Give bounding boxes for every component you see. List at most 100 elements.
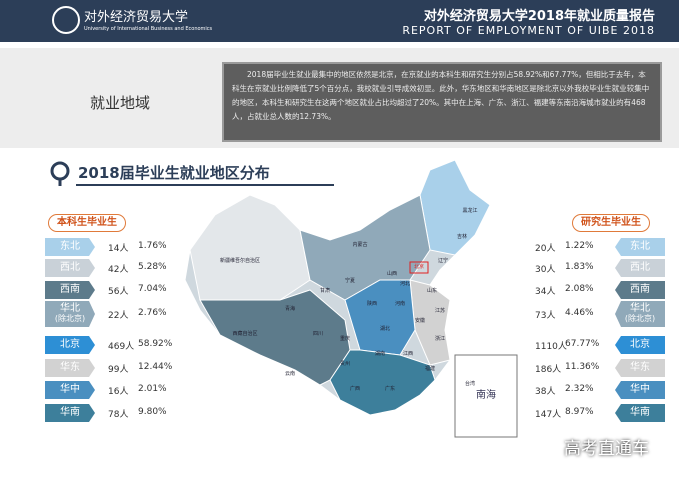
region-pill: 华中 xyxy=(615,381,665,399)
inset-label: 南海 xyxy=(476,388,496,401)
region-pill: 东北 xyxy=(615,238,665,256)
percent: 2.08% xyxy=(565,284,594,294)
region-pill: 华北 (除北京) xyxy=(45,301,95,327)
region-pill: 华南 xyxy=(615,404,665,422)
map-label: 辽宁 xyxy=(438,257,448,264)
report-title: 对外经济贸易大学2018年就业质量报告 xyxy=(423,9,655,24)
percent: 2.01% xyxy=(138,384,167,394)
map-label: 宁夏 xyxy=(345,277,355,284)
region-name: 华南 xyxy=(60,407,80,418)
region-pill: 北京 xyxy=(45,336,95,354)
region-name: 北京 xyxy=(630,339,650,350)
region-name: 西北 xyxy=(60,262,80,273)
region-northwest xyxy=(189,194,311,301)
region-name: 西南 xyxy=(630,284,650,295)
region-pill: 东北 xyxy=(45,238,95,256)
region-name: 华北 xyxy=(630,303,650,314)
percent: 9.80% xyxy=(138,407,167,417)
map-label: 河南 xyxy=(395,300,405,307)
region-pill: 华东 xyxy=(615,359,665,377)
region-name: 东北 xyxy=(630,241,650,252)
percent: 2.32% xyxy=(565,384,594,394)
map-label: 内蒙古 xyxy=(352,241,367,248)
region-pill: 西北 xyxy=(45,259,95,277)
chart-heading: 2018届毕业生就业地区分布 xyxy=(78,164,270,182)
region-name: 北京 xyxy=(60,339,80,350)
map-label: 浙江 xyxy=(435,335,445,342)
map-label: 广东 xyxy=(385,385,395,392)
map-label: 新疆维吾尔自治区 xyxy=(220,257,260,264)
percent: 1.76% xyxy=(138,241,167,251)
percent: 11.36% xyxy=(565,362,600,372)
region-northeast xyxy=(419,159,491,256)
intro-text: 2018届毕业生就业最集中的地区依然是北京，在京就业的本科生和研究生分别占58.… xyxy=(222,62,662,142)
region-name: 东北 xyxy=(60,241,80,252)
undergrad-label: 本科生毕业生 xyxy=(48,214,126,232)
count: 42人 xyxy=(108,265,129,275)
map-label: 北京 xyxy=(414,263,424,270)
map-label: 陕西 xyxy=(367,300,377,307)
region-name: 华南 xyxy=(630,407,650,418)
map-label: 福建 xyxy=(425,365,435,372)
map-label: 西藏自治区 xyxy=(232,330,257,337)
map-label: 重庆 xyxy=(340,335,350,342)
magnifier-icon xyxy=(50,161,70,186)
map-label: 贵州 xyxy=(340,360,350,367)
count: 16人 xyxy=(108,387,129,397)
percent: 67.77% xyxy=(565,339,600,349)
report-subtitle: REPORT OF EMPLOYMENT OF UIBE 2018 xyxy=(402,24,655,37)
percent: 58.92% xyxy=(138,339,173,349)
inset-frame xyxy=(454,354,518,438)
region-name: 华北 xyxy=(60,303,80,314)
region-pill: 西南 xyxy=(45,281,95,299)
map-label: 四川 xyxy=(313,331,323,337)
region-name: 华东 xyxy=(630,362,650,373)
map-label: 甘肃 xyxy=(320,287,330,294)
region-pill: 华北 (除北京) xyxy=(615,301,665,327)
region-name: 华中 xyxy=(60,384,80,395)
region-name: 西南 xyxy=(60,284,80,295)
count: 38人 xyxy=(535,387,556,397)
count: 99人 xyxy=(108,365,129,375)
count: 34人 xyxy=(535,287,556,297)
percent: 12.44% xyxy=(138,362,173,372)
region-pill: 华东 xyxy=(45,359,95,377)
map-label: 安徽 xyxy=(415,317,425,324)
region-name: 华中 xyxy=(630,384,650,395)
region-pill: 西北 xyxy=(615,259,665,277)
map-label: 湖北 xyxy=(380,325,390,332)
count: 20人 xyxy=(535,244,556,254)
count: 78人 xyxy=(108,410,129,420)
count: 22人 xyxy=(108,311,129,321)
map-label: 云南 xyxy=(285,370,295,377)
count: 1110人 xyxy=(535,342,567,352)
logo-en: University of International Business and… xyxy=(84,26,213,32)
percent: 5.28% xyxy=(138,262,167,272)
logo-emblem xyxy=(52,6,80,34)
region-pill: 北京 xyxy=(615,336,665,354)
map-label: 湖南 xyxy=(375,350,385,357)
percent: 8.97% xyxy=(565,407,594,417)
map-label: 吉林 xyxy=(457,233,467,240)
map-label: 台湾 xyxy=(465,380,475,387)
percent: 2.76% xyxy=(138,308,167,318)
map-label: 青海 xyxy=(285,305,295,312)
region-east xyxy=(409,279,451,366)
heading-rule xyxy=(76,184,334,186)
region-north xyxy=(299,194,431,301)
map-label: 黑龙江 xyxy=(462,207,477,214)
beijing-highlight xyxy=(409,261,429,274)
count: 30人 xyxy=(535,265,556,275)
region-south xyxy=(329,349,436,416)
map-label: 江西 xyxy=(403,350,413,357)
graduate-label: 研究生毕业生 xyxy=(572,214,650,232)
map-label: 江苏 xyxy=(435,307,445,314)
region-pill: 华中 xyxy=(45,381,95,399)
map-label: 山西 xyxy=(387,270,397,277)
count: 56人 xyxy=(108,287,129,297)
map-label: 河北 xyxy=(400,280,410,287)
region-note: (除北京) xyxy=(624,314,656,323)
header: 对外经济贸易大学 University of International Bus… xyxy=(0,0,679,42)
logo-cn: 对外经济贸易大学 xyxy=(84,10,189,25)
count: 147人 xyxy=(535,410,562,420)
